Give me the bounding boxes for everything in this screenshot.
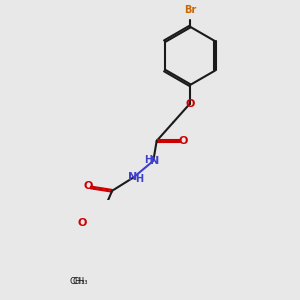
Text: H: H xyxy=(135,175,143,184)
Text: CH₃: CH₃ xyxy=(69,278,85,286)
Text: O: O xyxy=(83,182,92,191)
Text: Br: Br xyxy=(184,5,196,15)
Text: N: N xyxy=(128,172,137,182)
Text: CH₃: CH₃ xyxy=(73,278,88,286)
Text: O: O xyxy=(178,136,188,146)
Text: H: H xyxy=(144,155,152,165)
Text: O: O xyxy=(77,218,87,228)
Text: N: N xyxy=(150,156,159,166)
Text: O: O xyxy=(185,99,195,109)
